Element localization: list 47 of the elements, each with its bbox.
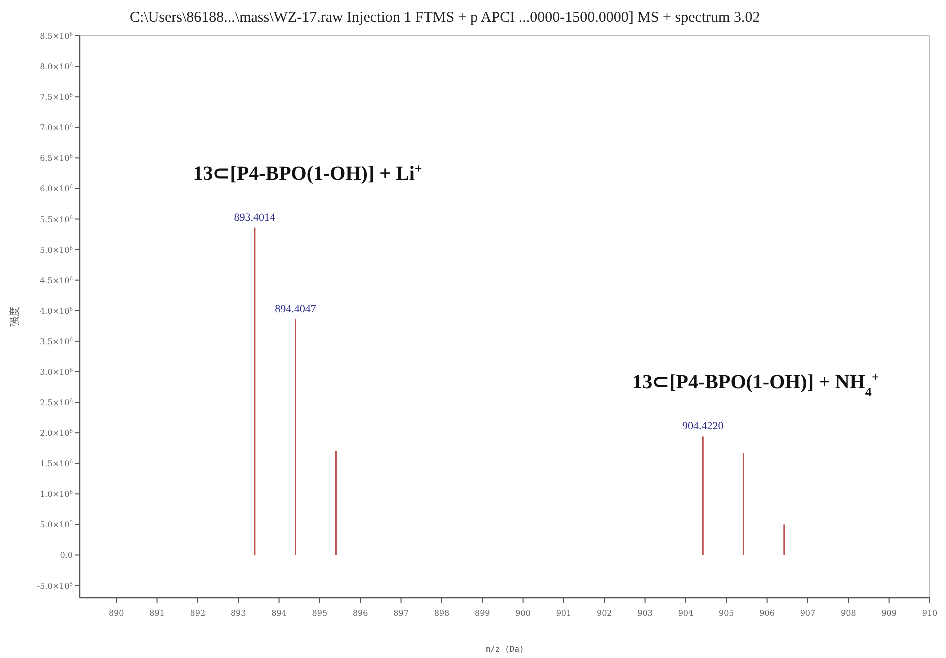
y-tick-label: 1.5×10$^{6}$ <box>40 460 73 469</box>
x-axis-title: m/z (Da) <box>486 645 524 654</box>
annotation: 893.4014 <box>234 212 276 224</box>
y-tick-label: 1.0×10$^{6}$ <box>40 490 73 500</box>
y-tick-label: 7.5×10$^{6}$ <box>40 93 73 102</box>
y-tick-label: 7.0×10$^{6}$ <box>40 124 73 133</box>
x-tick-label: 901 <box>556 609 572 618</box>
x-tick-label: 904 <box>678 609 694 618</box>
x-tick-label: 896 <box>352 609 368 618</box>
x-tick-label: 909 <box>882 609 897 618</box>
x-tick-label: 892 <box>190 609 206 618</box>
annotation: 904.4220 <box>682 420 724 433</box>
y-tick-label: 5.0×10$^{5}$ <box>40 520 73 530</box>
x-tick-label: 900 <box>516 609 531 618</box>
y-tick-label: 3.0×10$^{6}$ <box>40 368 73 377</box>
x-tick-label: 903 <box>638 609 653 618</box>
chart-title: C:\Users\86188...\mass\WZ-17.raw Injection 1 FTMS + p APCI ...0000-1500.0000] MS + spectrum 3.02 <box>130 10 760 26</box>
y-tick-label: 6.5×10$^{6}$ <box>40 154 73 164</box>
y-axis-title: 强度 <box>9 307 21 327</box>
y-tick-label: 2.0×10$^{6}$ <box>40 429 73 438</box>
x-tick-label: 899 <box>474 609 490 618</box>
y-tick-label: 4.0×10$^{6}$ <box>40 306 73 316</box>
x-tick-label: 902 <box>597 609 612 618</box>
x-tick-label: 893 <box>230 609 246 618</box>
x-tick-label: 894 <box>272 609 287 618</box>
y-tick-label: 8.0×10$^{6}$ <box>40 62 73 72</box>
y-tick-label: -5.0×10$^{5}$ <box>37 582 73 591</box>
y-tick-label: 6.0×10$^{6}$ <box>40 184 73 194</box>
x-tick-label: 907 <box>800 609 816 618</box>
x-tick-label: 891 <box>150 609 165 618</box>
x-tick-label: 897 <box>394 609 409 618</box>
y-tick-label: 5.0×10$^{6}$ <box>40 246 73 255</box>
y-tick-label: 4.5×10$^{6}$ <box>40 276 73 286</box>
x-tick-label: 890 <box>108 609 124 618</box>
x-tick-label: 910 <box>922 609 938 618</box>
x-tick-label: 906 <box>760 609 775 618</box>
x-tick-label: 905 <box>719 609 734 618</box>
y-tick-label: 3.5×10$^{6}$ <box>40 337 73 346</box>
x-tick-label: 895 <box>312 609 328 618</box>
y-tick-label: 8.5×10$^{6}$ <box>40 32 73 41</box>
annotation: 13⊂[P4-BPO(1-OH)] + Li$^{+}$ <box>193 160 422 185</box>
x-tick-label: 898 <box>434 609 450 618</box>
annotation: 894.4047 <box>275 303 317 316</box>
y-tick-label: 0.0 <box>60 551 73 560</box>
y-tick-label: 2.5×10$^{6}$ <box>40 398 73 408</box>
x-tick-label: 908 <box>841 609 856 618</box>
y-tick-label: 5.5×10$^{6}$ <box>40 215 73 224</box>
